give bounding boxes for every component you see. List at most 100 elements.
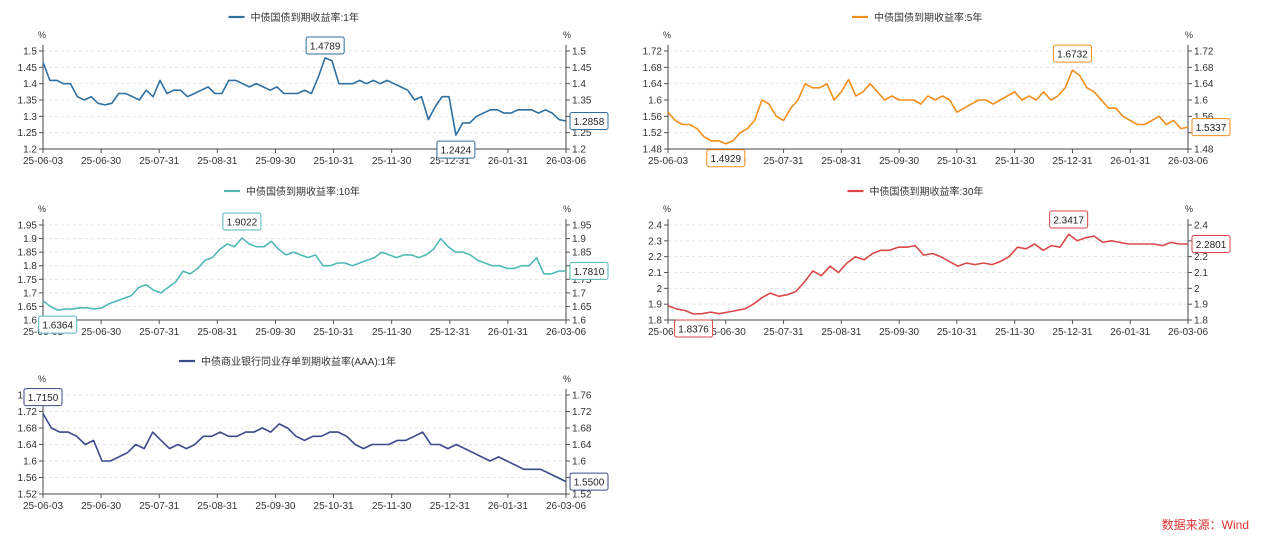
y-tick-label-right: 1.68: [1194, 63, 1214, 74]
y-tick-label-left: 1.35: [18, 96, 38, 107]
x-tick-label: 25-10-31: [937, 156, 977, 167]
x-tick-label: 25-12-31: [430, 156, 470, 167]
x-tick-label: 25-06-30: [81, 156, 121, 167]
y-unit-left: %: [38, 374, 46, 384]
y-tick-label-right: 1.52: [572, 490, 592, 501]
callout-label: 1.6732: [1057, 50, 1088, 61]
callout-label: 1.7150: [28, 393, 59, 404]
y-tick-label-right: 2.4: [1194, 221, 1208, 232]
callout-box: [569, 261, 609, 280]
y-unit-right: %: [1185, 204, 1193, 214]
x-tick-label: 25-08-31: [821, 327, 861, 338]
x-tick-label: 25-08-31: [821, 156, 861, 167]
y-unit-right: %: [563, 30, 571, 40]
chart-title: 中债国债到期收益率:1年: [251, 11, 359, 24]
y-tick-label-left: 1.95: [18, 221, 38, 232]
callout-label: 1.5500: [574, 478, 605, 489]
x-tick-label: 25-09-30: [255, 156, 295, 167]
chart-title: 中债国债到期收益率:30年: [870, 185, 984, 198]
y-unit-left: %: [663, 30, 671, 40]
callout-label: 1.9022: [227, 217, 258, 228]
x-tick-label: 25-12-31: [1052, 327, 1092, 338]
y-tick-label-left: 1.5: [23, 47, 37, 58]
y-tick-label-left: 1.52: [18, 490, 38, 501]
callout-label: 1.7810: [574, 267, 605, 278]
callout-label: 1.2858: [574, 117, 605, 128]
y-tick-label-right: 1.5: [572, 47, 586, 58]
y-tick-label-right: 1.76: [572, 391, 592, 402]
chart-panel-1: 中债国债到期收益率:1年%%1.21.21.251.251.31.31.351.…: [18, 11, 609, 167]
y-unit-right: %: [563, 374, 571, 384]
y-tick-label-right: 1.72: [572, 407, 592, 418]
callout-box: [706, 149, 746, 168]
y-tick-label-left: 2.3: [648, 236, 662, 247]
x-tick-label: 25-10-31: [314, 156, 354, 167]
y-tick-label-left: 2.4: [648, 221, 662, 232]
x-tick-label: 25-09-30: [879, 327, 919, 338]
x-tick-label: 25-06-03: [648, 156, 688, 167]
callout-box: [569, 472, 609, 491]
x-tick-label: 25-09-30: [255, 501, 295, 512]
series-line: [667, 69, 1189, 145]
y-tick-label-left: 1.68: [643, 63, 663, 74]
y-tick-label-right: 1.56: [1194, 112, 1214, 123]
y-unit-left: %: [38, 204, 46, 214]
y-tick-label-right: 1.75: [572, 275, 592, 286]
y-tick-label-left: 1.9: [648, 300, 662, 311]
y-tick-label-left: 1.52: [643, 128, 663, 139]
value-callout: 1.7150: [23, 388, 63, 407]
x-tick-label: 25-07-31: [139, 156, 179, 167]
x-tick-label: 25-12-31: [430, 327, 470, 338]
y-tick-label-left: 1.85: [18, 248, 38, 259]
callout-box: [569, 111, 609, 130]
x-tick-label: 25-06-03: [23, 501, 63, 512]
x-tick-label: 25-11-30: [372, 327, 412, 338]
y-tick-label-left: 1.56: [18, 473, 38, 484]
callout-box: [23, 388, 63, 407]
y-tick-label-right: 1.64: [572, 440, 592, 451]
y-unit-left: %: [663, 204, 671, 214]
y-tick-label-left: 1.72: [643, 47, 663, 58]
callout-label: 1.6364: [42, 321, 73, 332]
y-tick-label-right: 2: [1194, 284, 1200, 295]
y-tick-label-right: 1.85: [572, 248, 592, 259]
y-unit-right: %: [563, 204, 571, 214]
y-tick-label-right: 1.72: [1194, 47, 1214, 58]
x-tick-label: 25-08-31: [197, 327, 237, 338]
y-tick-label-left: 1.48: [643, 145, 663, 156]
value-callout: 1.4929: [706, 149, 746, 168]
value-callout: 1.2424: [436, 140, 476, 159]
y-tick-label-right: 1.4: [572, 79, 586, 90]
x-tick-label: 25-07-31: [764, 156, 804, 167]
callout-label: 1.4929: [710, 154, 741, 165]
x-tick-label: 26-03-06: [546, 501, 586, 512]
x-tick-label: 25-06-30: [81, 327, 121, 338]
value-callout: 1.6732: [1052, 44, 1092, 63]
y-tick-label-left: 2: [656, 284, 662, 295]
callout-box: [1052, 44, 1092, 63]
y-tick-label-right: 1.6: [572, 457, 586, 468]
chart-title: 中债商业银行同业存单到期收益率(AAA):1年: [201, 355, 396, 368]
chart-panel-2: 中债国债到期收益率:5年%%1.481.481.521.521.561.561.…: [643, 11, 1231, 168]
callout-box: [1191, 234, 1231, 253]
y-tick-label-left: 1.65: [18, 302, 38, 313]
value-callout: 2.2801: [1191, 234, 1231, 253]
x-tick-label: 25-07-31: [139, 501, 179, 512]
y-tick-label-right: 1.25: [572, 128, 592, 139]
y-tick-label-left: 1.45: [18, 63, 38, 74]
x-tick-label: 26-01-31: [488, 327, 528, 338]
callout-label: 1.2424: [441, 146, 472, 157]
x-tick-label: 25-10-31: [314, 327, 354, 338]
y-tick-label-right: 1.7: [572, 288, 586, 299]
x-tick-label: 25-12-31: [1052, 156, 1092, 167]
chart-title: 中债国债到期收益率:5年: [874, 11, 982, 24]
y-tick-label-right: 2.1: [1194, 268, 1208, 279]
callout-box: [1049, 210, 1089, 229]
y-tick-label-left: 1.3: [23, 112, 37, 123]
y-tick-label-right: 1.6: [572, 316, 586, 327]
x-tick-label: 25-11-30: [372, 501, 412, 512]
x-tick-label: 26-01-31: [1110, 156, 1150, 167]
x-tick-label: 25-06-03: [23, 156, 63, 167]
y-tick-label-left: 1.2: [23, 145, 37, 156]
